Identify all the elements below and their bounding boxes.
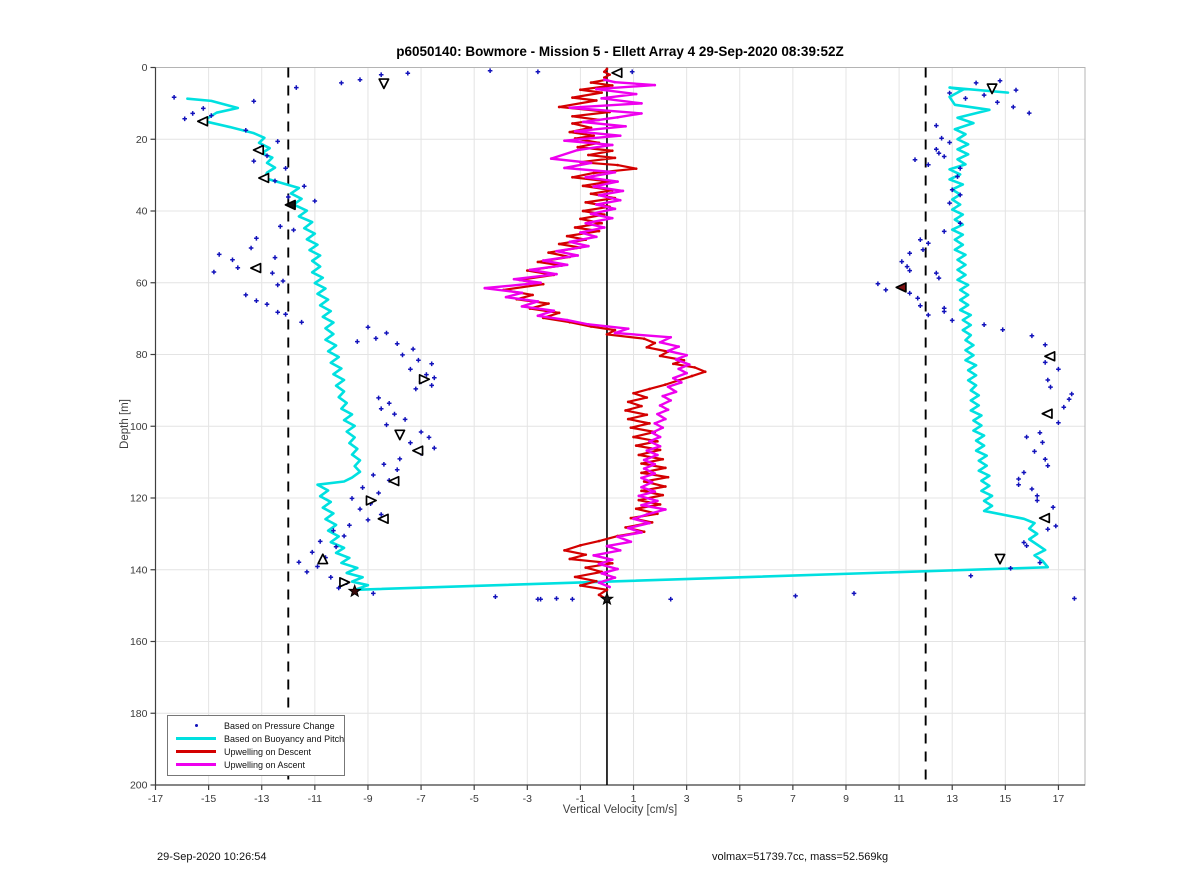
legend: Based on Pressure Change Based on Buoyan…	[167, 715, 345, 776]
y-axis-label: Depth [m]	[119, 399, 131, 449]
upwelling-ascent-line	[483, 78, 691, 589]
tick-labels: -17 -15 -13 -11 -9 -7 -5 -3 -1 1 3 5 7 9 11 13 15 1702040…	[130, 62, 1064, 805]
legend-label: Based on Pressure Change	[224, 720, 335, 731]
triangle-left-marker-icon	[895, 282, 907, 293]
triangle-left-marker-icon	[1044, 351, 1056, 362]
triangle-left-marker-icon	[388, 475, 400, 487]
x-tick-label: 5	[737, 793, 743, 805]
legend-item-pressure: Based on Pressure Change	[168, 719, 344, 732]
legend-item-descent: Upwelling on Descent	[168, 745, 344, 758]
triangle-down-marker-icon	[986, 83, 998, 95]
star-marker-icon	[599, 591, 615, 606]
event-markers	[196, 67, 1056, 606]
triangle-left-marker-icon	[250, 262, 262, 274]
legend-label: Upwelling on Descent	[224, 746, 312, 757]
x-tick-label: 9	[843, 793, 849, 805]
triangle-left-marker-icon	[196, 116, 209, 127]
x-tick-label: 11	[894, 793, 905, 805]
triangle-down-marker-icon	[378, 78, 390, 90]
ascent-line-swatch	[168, 763, 224, 766]
x-tick-label: -7	[416, 793, 425, 805]
grid	[155, 67, 1085, 786]
triangle-left-marker-icon	[1038, 512, 1051, 524]
x-tick-label: 15	[999, 793, 1011, 805]
line-swatch-icon	[176, 763, 216, 766]
reference-lines	[287, 67, 927, 785]
x-tick-label: -11	[308, 793, 323, 805]
buoyancy-pitch-line	[186, 86, 1050, 592]
y-tick-label: 200	[130, 780, 148, 792]
x-tick-label: -15	[201, 793, 216, 805]
triangle-right-marker-icon	[418, 374, 431, 385]
upwelling-descent-line	[502, 67, 707, 601]
x-axis-label: Vertical Velocity [cm/s]	[562, 804, 678, 816]
x-tick-label: 7	[790, 793, 796, 805]
dot-marker-icon	[194, 724, 198, 727]
triangle-left-marker-icon	[258, 172, 270, 184]
y-tick-label: 180	[130, 708, 148, 720]
line-swatch-icon	[176, 737, 216, 740]
y-tick-label: 120	[130, 493, 148, 505]
legend-item-ascent: Upwelling on Ascent	[168, 758, 344, 771]
y-tick-label: 40	[136, 206, 148, 218]
descent-line-swatch	[168, 750, 224, 753]
chart-title: p6050140: Bowmore - Mission 5 - Ellett A…	[396, 44, 844, 59]
line-swatch-icon	[176, 750, 216, 753]
triangle-left-marker-icon	[252, 144, 265, 156]
x-tick-label: -17	[148, 793, 163, 805]
x-tick-label: -1	[576, 793, 585, 805]
triangle-left-marker-icon	[1041, 408, 1053, 419]
legend-label: Based on Buoyancy and Pitch	[224, 733, 345, 744]
triangle-down-marker-icon	[394, 429, 406, 441]
legend-item-buoyancy: Based on Buoyancy and Pitch	[168, 732, 344, 745]
pressure-change-dots	[171, 68, 1077, 602]
triangle-left-marker-icon	[412, 445, 424, 456]
star-marker-icon	[347, 583, 362, 598]
x-tick-label: 13	[946, 793, 958, 805]
x-tick-label: 17	[1053, 793, 1065, 805]
buoyancy-line-swatch	[168, 737, 224, 740]
y-tick-label: 0	[142, 62, 148, 74]
x-tick-label: 3	[684, 793, 690, 805]
triangle-left-marker-icon	[284, 199, 296, 211]
timestamp-text: 29-Sep-2020 10:26:54	[157, 851, 267, 863]
y-tick-label: 20	[136, 134, 148, 146]
triangle-right-marker-icon	[339, 577, 351, 588]
volmax-mass-text: volmax=51739.7cc, mass=52.569kg	[712, 851, 889, 863]
triangle-right-marker-icon	[365, 495, 377, 506]
y-tick-label: 140	[130, 564, 148, 576]
triangle-up-marker-icon	[317, 553, 329, 565]
x-tick-label: -3	[523, 793, 532, 805]
x-tick-label: 1	[631, 793, 637, 805]
triangle-down-marker-icon	[994, 553, 1006, 565]
y-tick-label: 60	[136, 277, 148, 289]
triangle-left-marker-icon	[611, 67, 623, 79]
y-tick-label: 160	[130, 636, 148, 648]
legend-label: Upwelling on Ascent	[224, 759, 306, 770]
triangle-left-marker-icon	[377, 513, 389, 525]
y-tick-label: 80	[136, 349, 148, 361]
x-tick-label: -13	[254, 793, 269, 805]
x-tick-label: -5	[470, 793, 479, 805]
pressure-dot-swatch	[168, 724, 224, 727]
y-tick-label: 100	[130, 421, 148, 433]
x-tick-label: -9	[363, 793, 372, 805]
